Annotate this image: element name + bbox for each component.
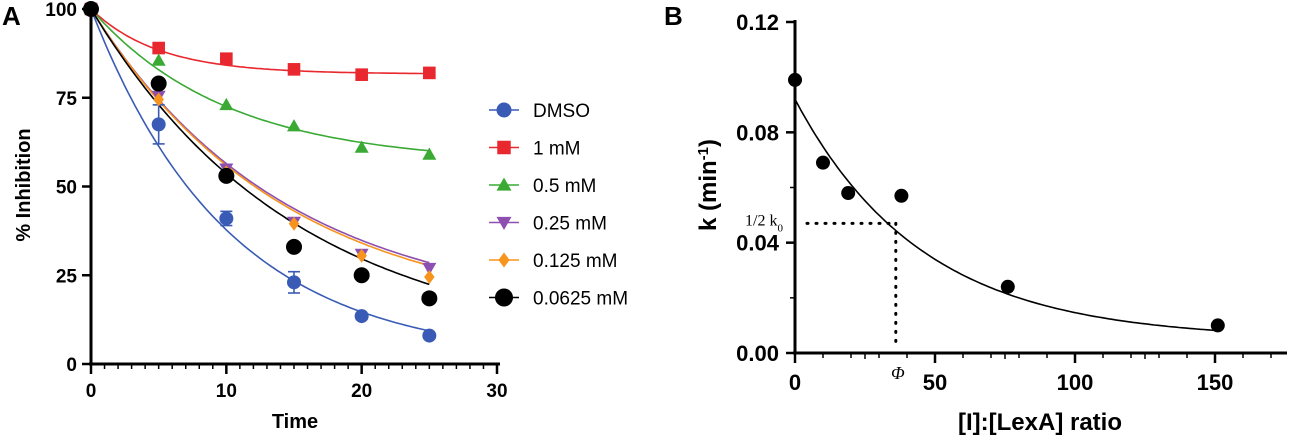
data-point xyxy=(894,188,909,203)
legend-item: 0.125 mM xyxy=(489,251,617,272)
y-tick-label: 0 xyxy=(66,355,77,376)
data-point xyxy=(288,216,300,231)
data-point xyxy=(422,147,437,160)
legend-marker xyxy=(496,177,512,191)
data-point xyxy=(218,167,235,184)
data-point xyxy=(424,270,435,285)
x-tick-label: 0 xyxy=(789,370,801,395)
x-tick-label: 100 xyxy=(1057,370,1094,395)
x-axis-title-b: [I]:[LexA] ratio xyxy=(958,409,1122,436)
x-tick-label: 150 xyxy=(1197,370,1234,395)
fit-curves-a xyxy=(90,8,430,332)
legend-a: DMSO 1 mM 0.5 mM 0.25 mM 0.125 mM 0.0625 mM xyxy=(489,101,628,310)
phi-label: Φ xyxy=(891,363,905,383)
legend-label: 0.5 mM xyxy=(533,176,596,197)
data-point xyxy=(356,248,367,263)
data-point xyxy=(1210,318,1225,333)
data-point xyxy=(353,267,370,284)
y-tick-label: 0.12 xyxy=(736,10,779,35)
data-point xyxy=(219,97,234,111)
panel-label-a: A xyxy=(2,1,21,31)
fit-curve-b xyxy=(794,98,1218,332)
legend-item: 0.0625 mM xyxy=(489,288,628,310)
data-point xyxy=(788,72,802,87)
legend-item: 0.5 mM xyxy=(489,176,596,197)
panel-label-b: B xyxy=(664,1,683,31)
legend-marker xyxy=(498,252,510,268)
y-tick-label: 0.08 xyxy=(736,120,779,145)
ticks-b: 0 50 100 150 0.00 0.04 0.08 0.12 xyxy=(736,10,1233,395)
data-point xyxy=(354,140,369,153)
data-point xyxy=(287,119,301,132)
data-points-b xyxy=(788,72,1225,333)
data-point xyxy=(150,75,167,92)
data-point xyxy=(83,1,99,17)
x-tick-label: 30 xyxy=(486,381,507,402)
chart-b: 0 50 100 150 0.00 0.04 0.08 0.12 1/2 k0 Φ [I]:[… xyxy=(695,10,1287,436)
legend-marker xyxy=(497,140,511,155)
data-point xyxy=(287,63,301,76)
data-point xyxy=(421,290,438,307)
y-tick-label: 25 xyxy=(56,266,78,287)
data-point xyxy=(151,117,166,132)
half-k0-label: 1/2 k0 xyxy=(745,212,783,234)
data-point xyxy=(287,275,301,290)
y-tick-label: 100 xyxy=(45,0,77,21)
y-tick-label: 50 xyxy=(56,178,77,199)
fit-curve xyxy=(90,8,430,264)
legend-marker xyxy=(495,288,513,307)
data-point xyxy=(422,262,437,276)
data-point xyxy=(355,68,368,81)
y-tick-label: 0.04 xyxy=(736,231,780,256)
data-point xyxy=(1000,279,1015,294)
data-point xyxy=(152,41,165,55)
y-tick-label: 0.00 xyxy=(736,341,779,366)
data-point xyxy=(423,66,436,80)
y-axis-title-a: % Inhibition xyxy=(13,128,35,241)
legend-marker xyxy=(496,216,512,230)
legend-item: DMSO xyxy=(489,101,590,122)
legend-label: 0.0625 mM xyxy=(533,289,628,310)
x-tick-label: 0 xyxy=(86,381,97,402)
data-point xyxy=(153,92,164,107)
x-tick-label: 50 xyxy=(923,370,947,395)
data-point xyxy=(354,309,369,324)
data-point xyxy=(841,186,856,201)
x-tick-label: 20 xyxy=(351,381,372,402)
data-point xyxy=(151,53,166,66)
ticks-a: 0 10 20 30 0 25 50 75 100 xyxy=(45,0,507,402)
legend-label: DMSO xyxy=(533,101,590,122)
legend-marker xyxy=(496,102,512,118)
legend-item: 1 mM xyxy=(489,139,581,160)
legend-label: 1 mM xyxy=(533,139,581,160)
legend-label: 0.25 mM xyxy=(533,214,607,235)
data-point xyxy=(286,238,302,255)
fit-curve xyxy=(90,8,430,152)
x-axis-title-a: Time xyxy=(272,411,318,433)
chart-a: 0 10 20 30 0 25 50 75 100 Time % Inhibition DMSO… xyxy=(13,0,628,433)
legend-label: 0.125 mM xyxy=(533,251,617,272)
data-point xyxy=(219,211,234,226)
data-point xyxy=(816,155,830,170)
y-axis-title-b: k (min-1) xyxy=(695,139,723,231)
y-tick-label: 75 xyxy=(56,89,78,110)
data-points-a xyxy=(83,1,438,343)
data-point xyxy=(220,52,233,65)
data-point xyxy=(422,328,437,343)
fit-curve xyxy=(90,8,430,286)
x-tick-label: 10 xyxy=(216,381,237,402)
fit-curve xyxy=(90,8,430,267)
legend-item: 0.25 mM xyxy=(489,214,607,235)
fit-curve xyxy=(90,8,430,75)
fit-curve xyxy=(90,8,430,332)
